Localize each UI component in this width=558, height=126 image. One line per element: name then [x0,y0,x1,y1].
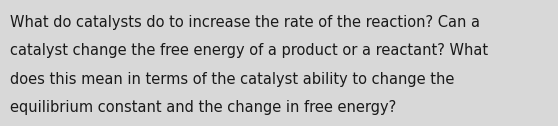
Text: What do catalysts do to increase the rate of the reaction? Can a: What do catalysts do to increase the rat… [10,15,480,30]
Text: catalyst change the free energy of a product or a reactant? What: catalyst change the free energy of a pro… [10,43,488,58]
Text: equilibrium constant and the change in free energy?: equilibrium constant and the change in f… [10,100,396,115]
Text: does this mean in terms of the catalyst ability to change the: does this mean in terms of the catalyst … [10,72,454,87]
